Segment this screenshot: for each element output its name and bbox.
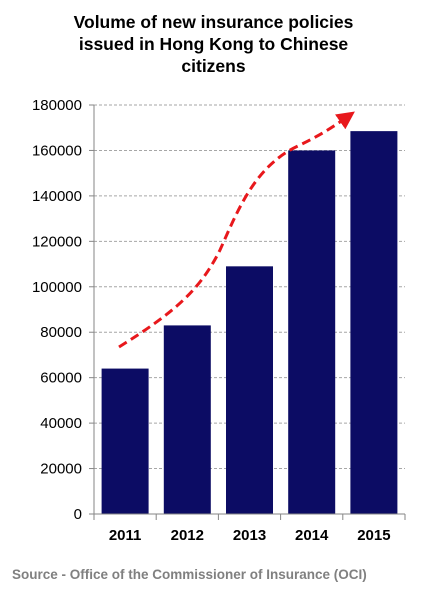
bar-2015: [350, 131, 398, 514]
x-tick-label: 2013: [233, 527, 266, 544]
x-tick-label: 2015: [357, 527, 390, 544]
y-tick-label: 0: [74, 506, 82, 523]
bar-2013: [226, 266, 273, 514]
y-tick-label: 80000: [40, 324, 82, 341]
y-tick-label: 40000: [40, 415, 82, 432]
chart-title-line-1: Volume of new insurance policies: [73, 12, 354, 32]
bar-2011: [101, 368, 149, 514]
trend-arrow: [118, 111, 355, 349]
y-tick-label: 60000: [40, 370, 82, 387]
y-tick-label: 140000: [32, 188, 82, 205]
y-tick-label: 20000: [40, 461, 82, 478]
axes: 0 20000 40000 60000 80000 100000 120000 140000 1…: [32, 97, 406, 544]
x-tick-label: 2014: [295, 527, 329, 544]
chart-title-line-3: citizens: [181, 56, 246, 76]
y-tick-label: 120000: [32, 233, 82, 250]
x-tick-label: 2012: [171, 527, 204, 544]
y-tick-label: 180000: [32, 97, 82, 114]
bar-2012: [163, 325, 211, 514]
trend-line: [118, 111, 355, 349]
y-tick-label: 100000: [32, 279, 82, 296]
y-tick-label: 160000: [32, 142, 82, 159]
chart-title-line-2: issued in Hong Kong to Chinese: [78, 34, 349, 54]
bars: [101, 131, 398, 514]
chart-title: Volume of new insurance policies issued …: [0, 11, 427, 77]
bar-2014: [288, 150, 336, 514]
source-note: Source - Office of the Commissioner of I…: [12, 567, 367, 582]
x-tick-label: 2011: [109, 527, 142, 544]
